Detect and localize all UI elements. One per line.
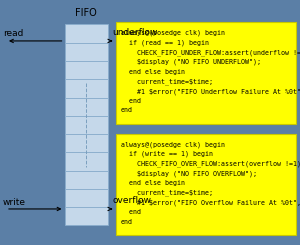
Text: FIFO: FIFO [75, 8, 97, 18]
Text: CHECK_FIFO_UNDER_FLOW:assert(underflow !=1) begin: CHECK_FIFO_UNDER_FLOW:assert(underflow !… [121, 49, 300, 56]
Text: #1 $error("FIFO Underflow Failure At %0t", current_time);: #1 $error("FIFO Underflow Failure At %0t… [121, 88, 300, 95]
Text: CHECK_FIFO_OVER_FLOW:assert(overflow !=1) begin: CHECK_FIFO_OVER_FLOW:assert(overflow !=1… [121, 161, 300, 167]
Bar [116, 22, 296, 124]
Text: end else begin: end else begin [121, 180, 185, 186]
Text: underflow: underflow [112, 28, 158, 37]
Bar [64, 79, 108, 98]
Text: $display ("NO FIFO OVERFLOW");: $display ("NO FIFO OVERFLOW"); [121, 170, 257, 177]
Text: end else begin: end else begin [121, 69, 185, 74]
Text: read: read [3, 29, 23, 38]
Bar [64, 98, 108, 116]
Bar [64, 152, 108, 171]
Bar [64, 43, 108, 61]
Bar [64, 24, 108, 43]
Text: if (write == 1) begin: if (write == 1) begin [121, 151, 213, 158]
Text: if (read == 1) begin: if (read == 1) begin [121, 39, 209, 46]
Text: overflow: overflow [112, 196, 152, 205]
Text: $display ("NO FIFO UNDERFLOW");: $display ("NO FIFO UNDERFLOW"); [121, 59, 261, 65]
Text: always@(posedge clk) begin: always@(posedge clk) begin [121, 141, 225, 148]
Text: end: end [121, 98, 141, 104]
Text: write: write [3, 197, 26, 207]
Text: end: end [121, 209, 141, 215]
Text: always@(posedge clk) begin: always@(posedge clk) begin [121, 30, 225, 36]
Bar [64, 189, 108, 207]
Text: #1 $error("FIFO Overflow Failure At %0t", current_time);: #1 $error("FIFO Overflow Failure At %0t"… [121, 199, 300, 206]
Text: end: end [121, 219, 133, 225]
Bar [64, 61, 108, 79]
Text: current_time=$time;: current_time=$time; [121, 190, 213, 196]
Text: current_time=$time;: current_time=$time; [121, 78, 213, 85]
Text: end: end [121, 107, 133, 113]
Bar [116, 134, 296, 235]
Bar [64, 207, 108, 225]
Bar [64, 116, 108, 134]
Bar [64, 134, 108, 152]
Bar [64, 171, 108, 189]
